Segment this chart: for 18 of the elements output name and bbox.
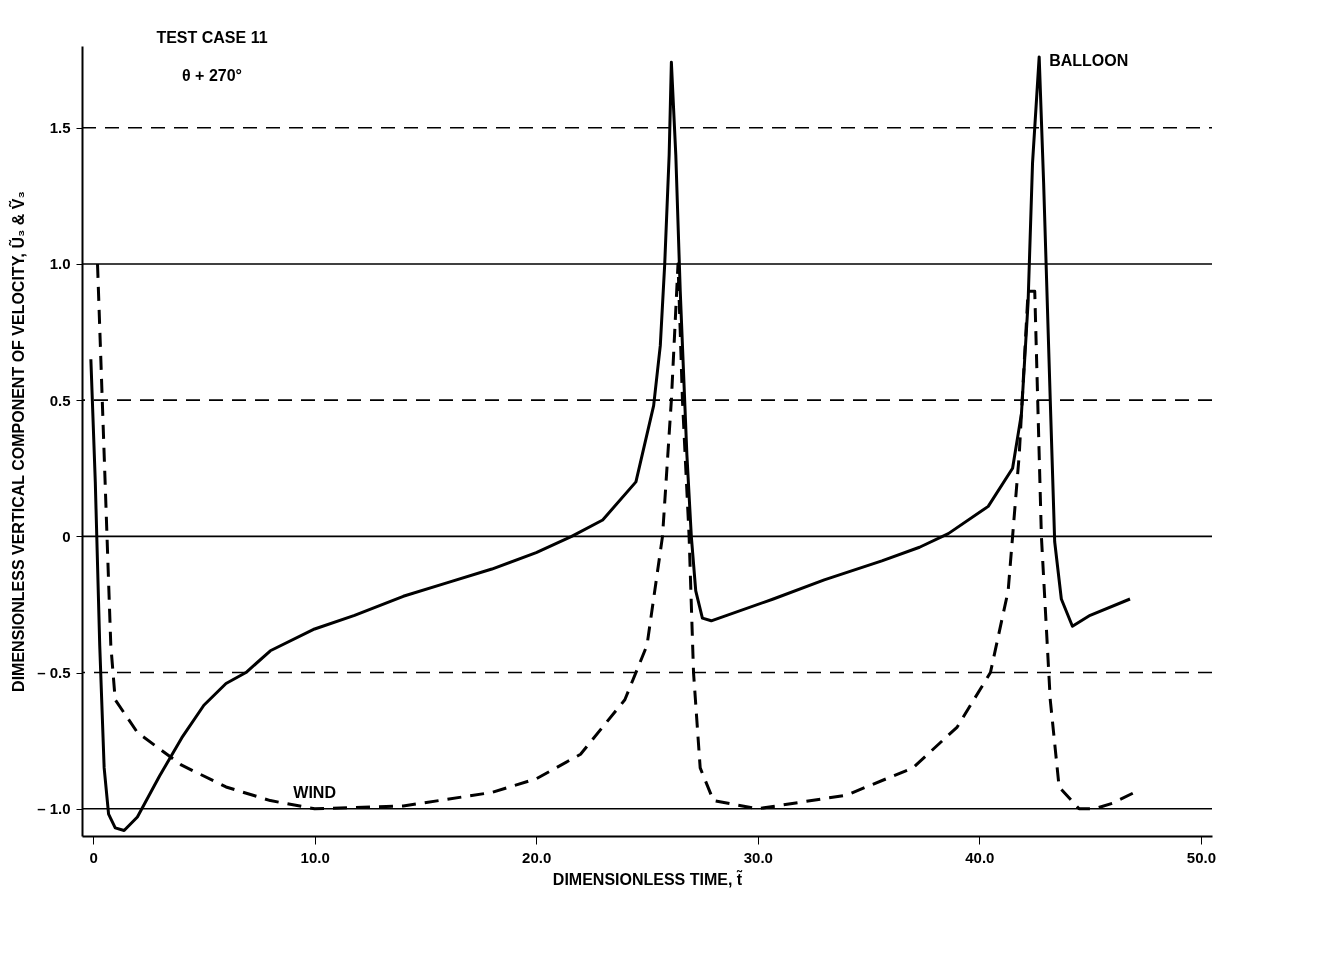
x-tick-label: 50.0 (1186, 848, 1217, 866)
series-label: WIND (293, 783, 336, 801)
y-axis-title: DIMENSIONLESS VERTICAL COMPONENT OF VELOCITY, Ũ₃ & Ṽ₃ (8, 191, 28, 692)
y-tick-label: – 1.0 (37, 800, 71, 818)
y-tick-label: 1.0 (49, 255, 71, 273)
annotation: θ + 270° (182, 67, 242, 84)
y-tick-label: – 0.5 (37, 664, 71, 682)
series-label: BALLOON (1049, 51, 1129, 69)
annotation: TEST CASE 11 (156, 29, 268, 46)
x-axis-title: DIMENSIONLESS TIME, t̃ (552, 869, 744, 888)
y-tick-label: 0.5 (49, 391, 71, 409)
x-tick-label: 30.0 (743, 848, 773, 866)
y-tick-label: 1.5 (49, 119, 71, 137)
x-tick-label: 40.0 (965, 848, 995, 866)
x-tick-label: 20.0 (522, 848, 552, 866)
x-tick-label: 0 (89, 848, 98, 866)
y-tick-label: 0 (62, 527, 71, 545)
x-tick-label: 10.0 (300, 848, 330, 866)
